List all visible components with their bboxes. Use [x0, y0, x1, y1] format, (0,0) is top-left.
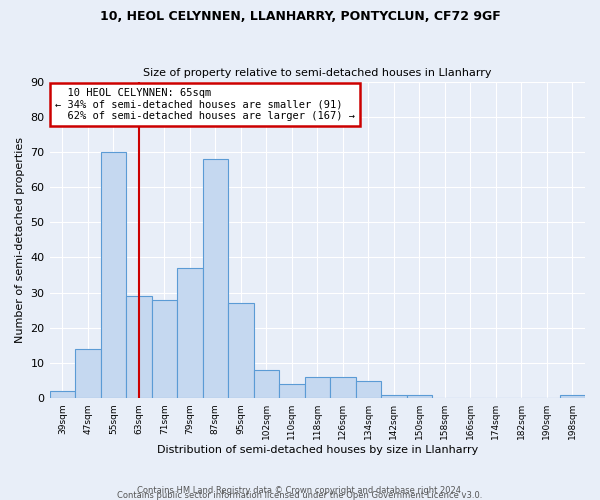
Bar — [203, 159, 228, 398]
Bar — [279, 384, 305, 398]
Bar — [356, 380, 381, 398]
Text: 10, HEOL CELYNNEN, LLANHARRY, PONTYCLUN, CF72 9GF: 10, HEOL CELYNNEN, LLANHARRY, PONTYCLUN,… — [100, 10, 500, 23]
Bar — [560, 394, 585, 398]
Bar — [254, 370, 279, 398]
Bar — [126, 296, 152, 398]
Bar — [177, 268, 203, 398]
Bar — [330, 377, 356, 398]
Bar — [381, 394, 407, 398]
Bar — [228, 303, 254, 398]
X-axis label: Distribution of semi-detached houses by size in Llanharry: Distribution of semi-detached houses by … — [157, 445, 478, 455]
Bar — [75, 349, 101, 398]
Title: Size of property relative to semi-detached houses in Llanharry: Size of property relative to semi-detach… — [143, 68, 491, 78]
Bar — [101, 152, 126, 398]
Bar — [305, 377, 330, 398]
Bar — [152, 300, 177, 398]
Bar — [50, 391, 75, 398]
Text: 10 HEOL CELYNNEN: 65sqm
← 34% of semi-detached houses are smaller (91)
  62% of : 10 HEOL CELYNNEN: 65sqm ← 34% of semi-de… — [55, 88, 355, 121]
Bar — [407, 394, 432, 398]
Y-axis label: Number of semi-detached properties: Number of semi-detached properties — [15, 137, 25, 343]
Text: Contains HM Land Registry data © Crown copyright and database right 2024.: Contains HM Land Registry data © Crown c… — [137, 486, 463, 495]
Text: Contains public sector information licensed under the Open Government Licence v3: Contains public sector information licen… — [118, 491, 482, 500]
